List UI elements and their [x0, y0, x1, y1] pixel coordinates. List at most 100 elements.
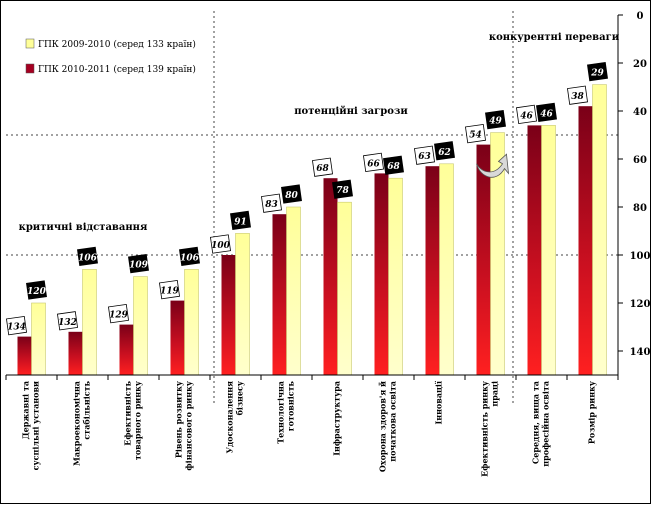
data-label-text: 46: [540, 109, 553, 119]
category-label-line: Ефективність: [123, 380, 133, 445]
legend-swatch: [25, 38, 35, 49]
category-label-line: товарного ринку: [133, 380, 143, 460]
data-label-2009-2010: 78: [332, 179, 353, 199]
bar-2010-2011: [170, 300, 185, 375]
category-label-line: Державні та: [21, 381, 31, 439]
data-label-box: [332, 179, 353, 199]
bar-2009-2010: [82, 269, 97, 376]
data-label-box: [434, 141, 455, 161]
bar-2010-2011: [272, 214, 287, 375]
data-label-2010-2011: 129: [108, 303, 129, 324]
data-label-box: [57, 311, 78, 331]
bar-2009-2010: [184, 269, 199, 376]
category-label-line: суспільні установи: [31, 381, 41, 470]
category-label-line: початкова освіта: [388, 381, 398, 462]
data-label-2009-2010: 62: [434, 141, 455, 161]
data-label-2009-2010: 49: [485, 109, 506, 130]
category-label: Середня, вища тапрофесійна освіта: [531, 381, 551, 467]
category-label-line: Інновації: [434, 381, 444, 425]
category-label-line: Ефективність ринку: [480, 380, 490, 477]
category-label-line: бізнесу: [235, 380, 245, 415]
data-label-text: 78: [336, 186, 349, 196]
data-label-box: [6, 315, 27, 336]
data-label-text: 68: [316, 164, 329, 174]
zone-label: конкурентні переваги: [489, 32, 620, 43]
data-label-text: 129: [109, 311, 129, 321]
data-label-box: [281, 184, 302, 204]
category-label: Інновації: [434, 381, 444, 425]
category-label-line: Рівень розвитку: [174, 380, 184, 458]
data-label-box: [26, 280, 47, 300]
data-label-text: 46: [520, 111, 533, 121]
bar-2010-2011: [374, 173, 389, 375]
data-label-2009-2010: 109: [128, 253, 149, 274]
bar-2009-2010: [439, 163, 454, 376]
data-label-text: 80: [285, 191, 298, 201]
data-label-box: [587, 61, 608, 82]
bar-2010-2011: [578, 106, 593, 375]
bar-2009-2010: [133, 276, 148, 376]
zone-label: критичні відставання: [19, 222, 148, 233]
category-label-line: Інфраструктура: [332, 381, 342, 456]
y-tick-label: 40: [633, 107, 647, 118]
data-label-2010-2011: 100: [210, 234, 231, 254]
data-label-box: [128, 253, 149, 274]
category-label-line: фінансового ринку: [184, 380, 194, 470]
curved-arrow-icon: [476, 153, 510, 178]
data-label-text: 106: [180, 253, 200, 263]
category-label-line: Середня, вища та: [531, 381, 541, 464]
bar-2009-2010: [592, 84, 607, 376]
data-label-2009-2010: 120: [26, 280, 47, 300]
data-label-2010-2011: 63: [414, 145, 435, 165]
data-label-text: 83: [265, 200, 278, 210]
data-label-box: [179, 246, 200, 267]
data-label-text: 106: [78, 253, 98, 263]
y-tick-label: 20: [633, 59, 647, 70]
data-label-2009-2010: 106: [77, 246, 98, 267]
data-label-box: [363, 152, 384, 173]
data-label-text: 38: [571, 92, 584, 102]
data-label-2009-2010: 106: [179, 246, 200, 267]
category-label-line: готовність: [286, 380, 296, 431]
data-label-text: 134: [7, 323, 26, 333]
bar-2009-2010: [541, 125, 556, 376]
data-label-box: [414, 145, 435, 165]
data-label-2010-2011: 132: [57, 311, 78, 331]
data-label-2009-2010: 29: [587, 61, 608, 82]
bar-2010-2011: [527, 125, 542, 376]
data-label-text: 119: [160, 287, 180, 297]
category-label: Макроекономічнастабільність: [72, 380, 92, 466]
bar-2010-2011: [476, 144, 491, 375]
data-label-2010-2011: 119: [159, 279, 180, 300]
data-label-2010-2011: 46: [516, 104, 537, 125]
data-label-2010-2011: 83: [261, 193, 282, 213]
y-tick-label: 0: [637, 11, 644, 22]
legend-swatch: [25, 63, 35, 74]
bar-2009-2010: [235, 233, 250, 376]
bar-2010-2011: [119, 324, 134, 375]
data-label-text: 68: [387, 162, 400, 172]
bar-2010-2011: [17, 336, 32, 375]
category-label-line: Охорона здоров'я й: [378, 381, 388, 472]
data-label-box: [465, 123, 486, 144]
data-label-box: [567, 85, 588, 105]
category-label-line: стабільність: [82, 380, 92, 439]
data-label-2009-2010: 46: [536, 102, 557, 123]
data-label-box: [516, 104, 537, 125]
category-label-line: Макроекономічна: [72, 381, 82, 466]
data-label-box: [485, 109, 506, 130]
data-label-text: 100: [211, 241, 231, 251]
data-label-text: 109: [129, 261, 149, 271]
bar-2010-2011: [221, 255, 236, 375]
bar-2009-2010: [337, 201, 352, 376]
data-label-box: [312, 157, 333, 177]
bar-2010-2011: [323, 178, 338, 375]
data-label-box: [108, 303, 129, 324]
data-label-2009-2010: 80: [281, 184, 302, 204]
data-label-box: [230, 210, 251, 231]
category-label: Ефективність ринкупраці: [480, 380, 500, 477]
legend-label: ГПК 2010-2011 (серед 139 країн): [38, 64, 196, 75]
data-label-box: [536, 102, 557, 123]
bar-2009-2010: [286, 206, 301, 376]
